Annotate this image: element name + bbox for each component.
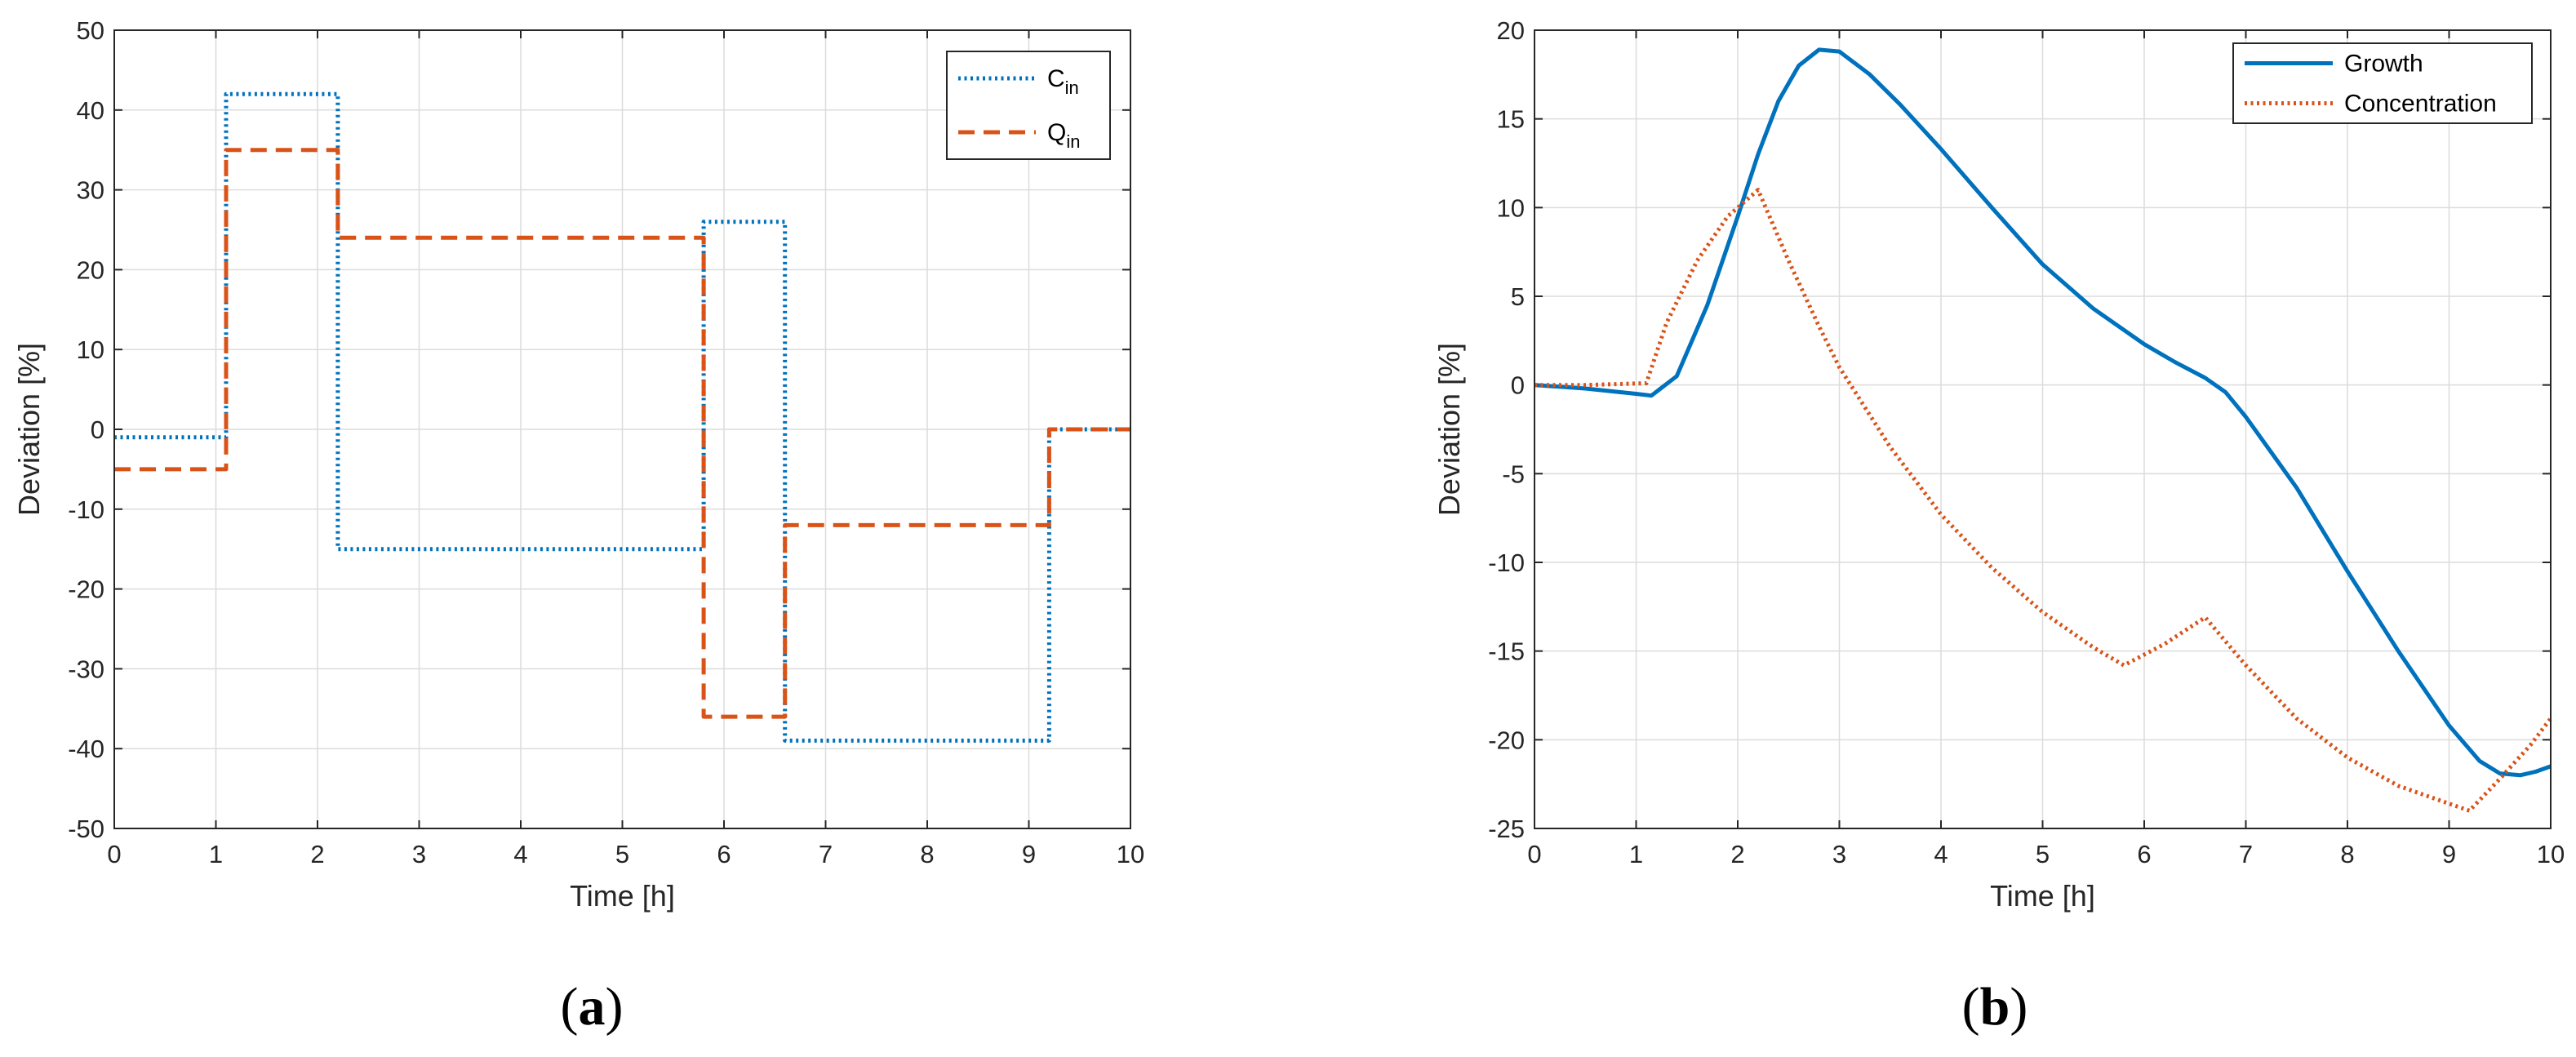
legend-label: Qin xyxy=(1047,119,1080,152)
legend-box xyxy=(946,51,1111,160)
y-tick-label: -5 xyxy=(1502,460,1525,488)
y-tick-label: -10 xyxy=(68,495,104,524)
x-tick-label: 6 xyxy=(717,840,731,868)
x-tick-label: 7 xyxy=(819,840,833,868)
x-axis-label: Time [h] xyxy=(570,879,675,913)
x-tick-label: 4 xyxy=(1934,840,1948,868)
x-tick-label: 0 xyxy=(1527,840,1541,868)
x-tick-label: 9 xyxy=(1022,840,1036,868)
axes-frame xyxy=(113,29,1131,829)
x-tick-label: 4 xyxy=(513,840,527,868)
y-tick-label: 5 xyxy=(1511,282,1525,311)
x-tick-label: 5 xyxy=(615,840,629,868)
y-tick-label: 0 xyxy=(91,415,104,444)
panel-label: (b) xyxy=(1962,977,2028,1037)
x-tick-label: 1 xyxy=(1629,840,1643,868)
y-tick-label: 10 xyxy=(77,335,104,364)
x-tick-label: 2 xyxy=(1730,840,1744,868)
y-tick-label: 0 xyxy=(1511,371,1525,400)
x-tick-label: 8 xyxy=(920,840,934,868)
legend-label: Concentration xyxy=(2344,91,2497,118)
chart-panel-a: 0 1 2 3 4 5 6 7 8 9 10 -50 -40 -30 -20 -10 0 10 20 30 40 50 Ti… xyxy=(12,16,1144,1037)
series-line-q xyxy=(114,148,1130,719)
y-tick-label: -20 xyxy=(1488,726,1525,754)
y-tick-label: -10 xyxy=(1488,548,1525,577)
panel-label: (a) xyxy=(561,977,624,1037)
x-tick-label: 3 xyxy=(1832,840,1846,868)
y-tick-label: 20 xyxy=(77,255,104,284)
y-tick-label: 10 xyxy=(1497,193,1525,222)
y-tick-label: -25 xyxy=(1488,815,1525,843)
y-tick-label: 15 xyxy=(1497,105,1525,134)
x-tick-label: 1 xyxy=(209,840,223,868)
legend-label: Growth xyxy=(2344,51,2423,78)
legend: Growth Concentration xyxy=(2232,42,2533,124)
y-tick-label: 40 xyxy=(77,96,104,125)
chart-panel-b: 0 1 2 3 4 5 6 7 8 9 10 -25 -20 -15 -10 -5 0 5 10 15 20 Time [… xyxy=(1432,16,2565,1037)
legend-box xyxy=(2232,42,2533,124)
legend-label: Cin xyxy=(1047,65,1079,98)
y-axis-label: Deviation [%] xyxy=(1432,343,1466,516)
x-tick-label: 10 xyxy=(1117,840,1144,868)
y-tick-label: 50 xyxy=(77,16,104,45)
x-tick-label: 10 xyxy=(2537,840,2565,868)
x-tick-label: 2 xyxy=(310,840,324,868)
series-line-growth xyxy=(1534,47,2552,778)
y-axis-label: Deviation [%] xyxy=(12,343,46,516)
y-tick-label: -20 xyxy=(68,575,104,604)
y-tick-label: -40 xyxy=(68,735,104,763)
y-tick-label: -15 xyxy=(1488,637,1525,666)
y-tick-label: -50 xyxy=(68,815,104,843)
x-tick-label: 9 xyxy=(2442,840,2456,868)
legend: Cin Qin xyxy=(946,51,1111,160)
x-tick-label: 5 xyxy=(2036,840,2050,868)
x-tick-label: 7 xyxy=(2239,840,2253,868)
x-tick-label: 0 xyxy=(107,840,121,868)
x-tick-label: 8 xyxy=(2340,840,2354,868)
y-tick-label: 30 xyxy=(77,176,104,205)
y-tick-label: -30 xyxy=(68,655,104,683)
axes-frame xyxy=(1534,29,2552,829)
y-tick-label: 20 xyxy=(1497,16,1525,45)
x-tick-label: 3 xyxy=(412,840,426,868)
x-tick-label: 6 xyxy=(2137,840,2151,868)
x-axis-label: Time [h] xyxy=(1990,879,2095,913)
